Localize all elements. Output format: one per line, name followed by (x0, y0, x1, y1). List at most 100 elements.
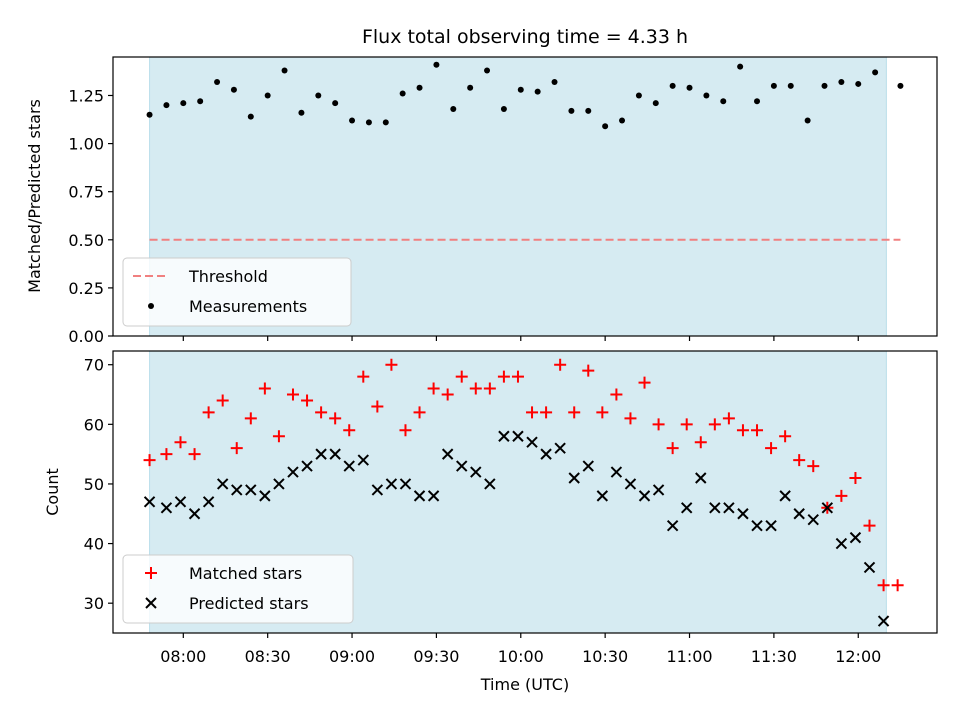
measurement-point (686, 84, 693, 91)
measurement-point (467, 84, 474, 91)
measurement-point (872, 69, 879, 76)
bottom-y-axis-label: Count (43, 468, 62, 516)
predicted-star-point (188, 508, 201, 520)
measurement-point (298, 109, 305, 116)
matched-star-point (694, 436, 707, 449)
predicted-star-point (652, 484, 665, 496)
matched-star-point (554, 358, 567, 371)
matched-star-point (385, 358, 398, 371)
matched-star-point (427, 382, 440, 395)
measurement-point (332, 100, 339, 107)
top-panel: 0.00 0.25 0.50 0.75 1.00 1.25 Threshold Measure… (68, 56, 938, 346)
predicted-star-point (554, 442, 566, 454)
measurement-point (365, 119, 372, 126)
predicted-star-point (526, 436, 538, 448)
matched-star-point (216, 394, 229, 407)
matched-star-point (751, 424, 764, 437)
predicted-star-point (441, 448, 454, 460)
measurement-point (230, 86, 237, 93)
legend-measurement-swatch (148, 303, 154, 309)
matched-star-point (286, 388, 299, 401)
legend-predicted-swatch (145, 597, 157, 609)
predicted-star-point (849, 531, 862, 544)
predicted-star-point (666, 519, 679, 532)
matched-star-point (610, 388, 623, 401)
measurement-point (214, 79, 221, 86)
legend-box (122, 554, 354, 624)
matched-star-point (877, 579, 890, 592)
predicted-star-point (315, 448, 327, 460)
measurement-point (619, 117, 626, 124)
measurement-point (568, 107, 575, 114)
measurement-point (787, 82, 794, 89)
x-axis-label: Time (UTC) (480, 675, 569, 694)
predicted-star-point (568, 472, 580, 484)
measurement-point (703, 92, 710, 99)
measurement-point (484, 67, 491, 74)
measurement-point (602, 123, 609, 130)
legend-label: Matched stars (189, 564, 302, 583)
matched-star-point (399, 424, 412, 437)
bottom-series-x (143, 430, 890, 627)
predicted-star-point (143, 496, 156, 508)
top-legend: Threshold Measurements (122, 257, 352, 327)
top-y-tick-label: 0.00 (68, 327, 104, 346)
predicted-star-point (596, 490, 609, 502)
predicted-star-point (287, 466, 299, 478)
predicted-star-point (484, 478, 496, 490)
top-y-tick-label: 1.00 (68, 135, 104, 154)
x-tick-label: 09:00 (329, 647, 375, 666)
x-tick-label: 11:30 (751, 647, 797, 666)
predicted-star-point (160, 502, 173, 514)
measurement-point (585, 107, 592, 114)
measurement-point (652, 100, 659, 107)
matched-star-point (666, 442, 679, 455)
measurement-point (315, 92, 322, 99)
matched-star-point (483, 382, 496, 395)
measurement-point (197, 98, 204, 105)
matched-star-point (807, 460, 820, 473)
predicted-star-point (610, 466, 623, 478)
top-plot-area (146, 61, 904, 241)
matched-star-point (413, 406, 426, 419)
top-y-tick-label: 0.50 (68, 231, 104, 250)
legend-label: Measurements (189, 297, 307, 316)
matched-star-point (638, 376, 651, 389)
matched-star-point (258, 382, 271, 395)
legend-label: Threshold (188, 267, 268, 286)
matched-star-point (568, 406, 581, 419)
predicted-star-point (343, 460, 355, 472)
predicted-star-point (385, 478, 398, 490)
chart-title: Flux total observing time = 4.33 h (362, 26, 688, 48)
predicted-star-point (174, 496, 187, 508)
matched-star-point (469, 382, 482, 395)
matched-star-point (652, 418, 665, 431)
predicted-star-point (371, 484, 384, 496)
predicted-star-point (793, 508, 805, 520)
predicted-star-point (245, 484, 257, 496)
matched-star-point (849, 471, 862, 484)
predicted-star-point (863, 561, 876, 574)
measurement-point (737, 63, 744, 70)
top-y-axis-label: Matched/Predicted stars (25, 99, 44, 293)
measurement-point (804, 117, 811, 124)
top-y-tick-label: 0.75 (68, 183, 104, 202)
matched-star-point (143, 454, 156, 467)
measurement-point (264, 92, 271, 99)
bottom-legend: Matched stars Predicted stars (122, 554, 354, 624)
matched-star-point (230, 442, 243, 455)
measurement-point (399, 90, 406, 97)
predicted-star-point (470, 466, 482, 478)
matched-star-point (301, 394, 314, 407)
matched-star-point (624, 412, 637, 425)
matched-star-point (863, 519, 876, 532)
predicted-star-point (638, 490, 651, 502)
matched-star-point (371, 400, 384, 413)
measurement-point (855, 80, 862, 87)
matched-star-point (526, 406, 539, 419)
measurement-point (897, 82, 904, 89)
matched-star-point (174, 436, 187, 449)
predicted-star-point (624, 478, 637, 490)
predicted-star-point (807, 514, 819, 526)
x-tick-label: 10:30 (582, 647, 628, 666)
